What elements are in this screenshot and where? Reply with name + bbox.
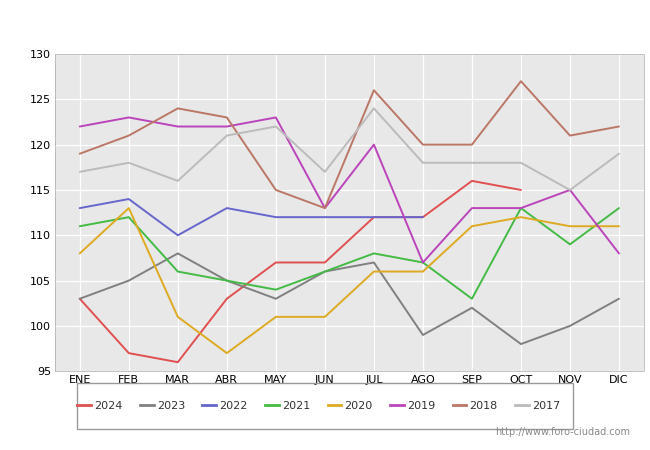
Text: 2019: 2019: [407, 401, 436, 411]
Text: Afiliados en Aldeaquemada a 30/9/2024: Afiliados en Aldeaquemada a 30/9/2024: [159, 16, 491, 34]
Text: 2018: 2018: [469, 401, 498, 411]
Text: 2021: 2021: [282, 401, 310, 411]
Text: 2024: 2024: [94, 401, 122, 411]
Text: 2020: 2020: [344, 401, 372, 411]
Text: 2023: 2023: [157, 401, 185, 411]
Text: 2017: 2017: [532, 401, 560, 411]
Text: http://www.foro-ciudad.com: http://www.foro-ciudad.com: [495, 428, 630, 437]
Text: 2022: 2022: [219, 401, 248, 411]
